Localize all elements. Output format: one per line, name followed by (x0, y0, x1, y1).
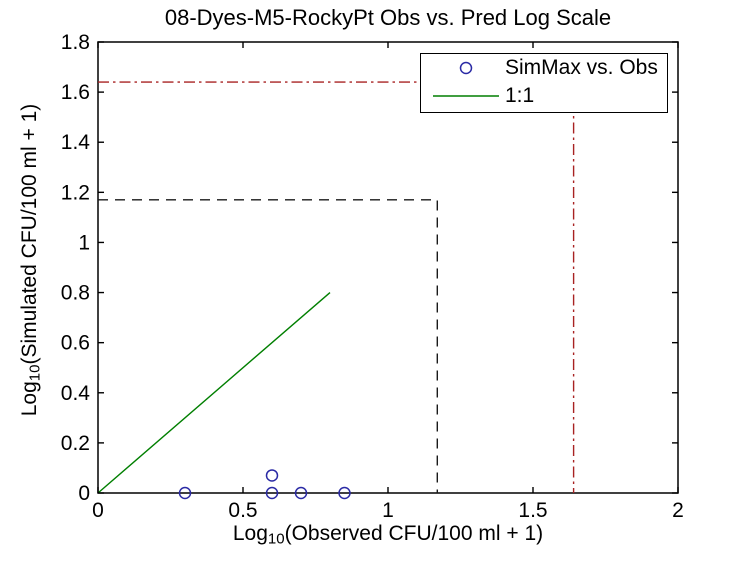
legend-circle-marker-icon (433, 60, 499, 76)
data-point (178, 486, 192, 500)
y-tick-label: 1.8 (61, 31, 90, 54)
x-tick-label: 1 (382, 499, 394, 522)
legend-entry-one-to-one: 1:1 (421, 82, 667, 110)
y-tick-label: 1.4 (61, 131, 91, 154)
y-tick-label: 0.2 (61, 432, 90, 455)
y-tick-label: 0.8 (61, 282, 90, 305)
x-axis-label-subscript: 10 (267, 530, 285, 548)
legend-entry-simmax: SimMax vs. Obs (421, 54, 667, 82)
x-axis-label-post: (Observed CFU/100 ml + 1) (284, 522, 544, 545)
x-axis-label: Log10(Observed CFU/100 ml + 1) (98, 522, 678, 546)
x-tick-label: 0 (92, 499, 104, 522)
legend-label-simmax: SimMax vs. Obs (505, 56, 658, 79)
y-tick-label: 1.2 (61, 181, 90, 204)
data-point (265, 469, 279, 482)
x-tick-label: 0.5 (228, 499, 257, 522)
legend-label-one-to-one: 1:1 (505, 84, 535, 107)
data-point (265, 486, 279, 500)
x-tick-label: 1.5 (518, 499, 547, 522)
x-tick-label: 2 (672, 499, 684, 522)
x-axis-label-pre: Log (232, 522, 268, 545)
data-point (338, 486, 351, 500)
plot-box (97, 41, 679, 494)
legend: SimMax vs. Obs 1:1 (420, 53, 668, 113)
y-tick-label: 0 (78, 482, 90, 505)
y-tick-label: 0.6 (61, 332, 90, 355)
ref-line-sim-obs-max-dashed (98, 199, 438, 493)
y-tick-label: 1 (78, 231, 90, 254)
y-tick-label: 0.4 (61, 382, 91, 405)
y-tick-label: 1.6 (61, 81, 90, 104)
data-point (294, 486, 308, 500)
legend-line-marker-icon (433, 93, 499, 99)
chart-title: 08-Dyes-M5-RockyPt Obs vs. Pred Log Scal… (164, 5, 612, 30)
series-line-one-to-one (97, 292, 331, 494)
